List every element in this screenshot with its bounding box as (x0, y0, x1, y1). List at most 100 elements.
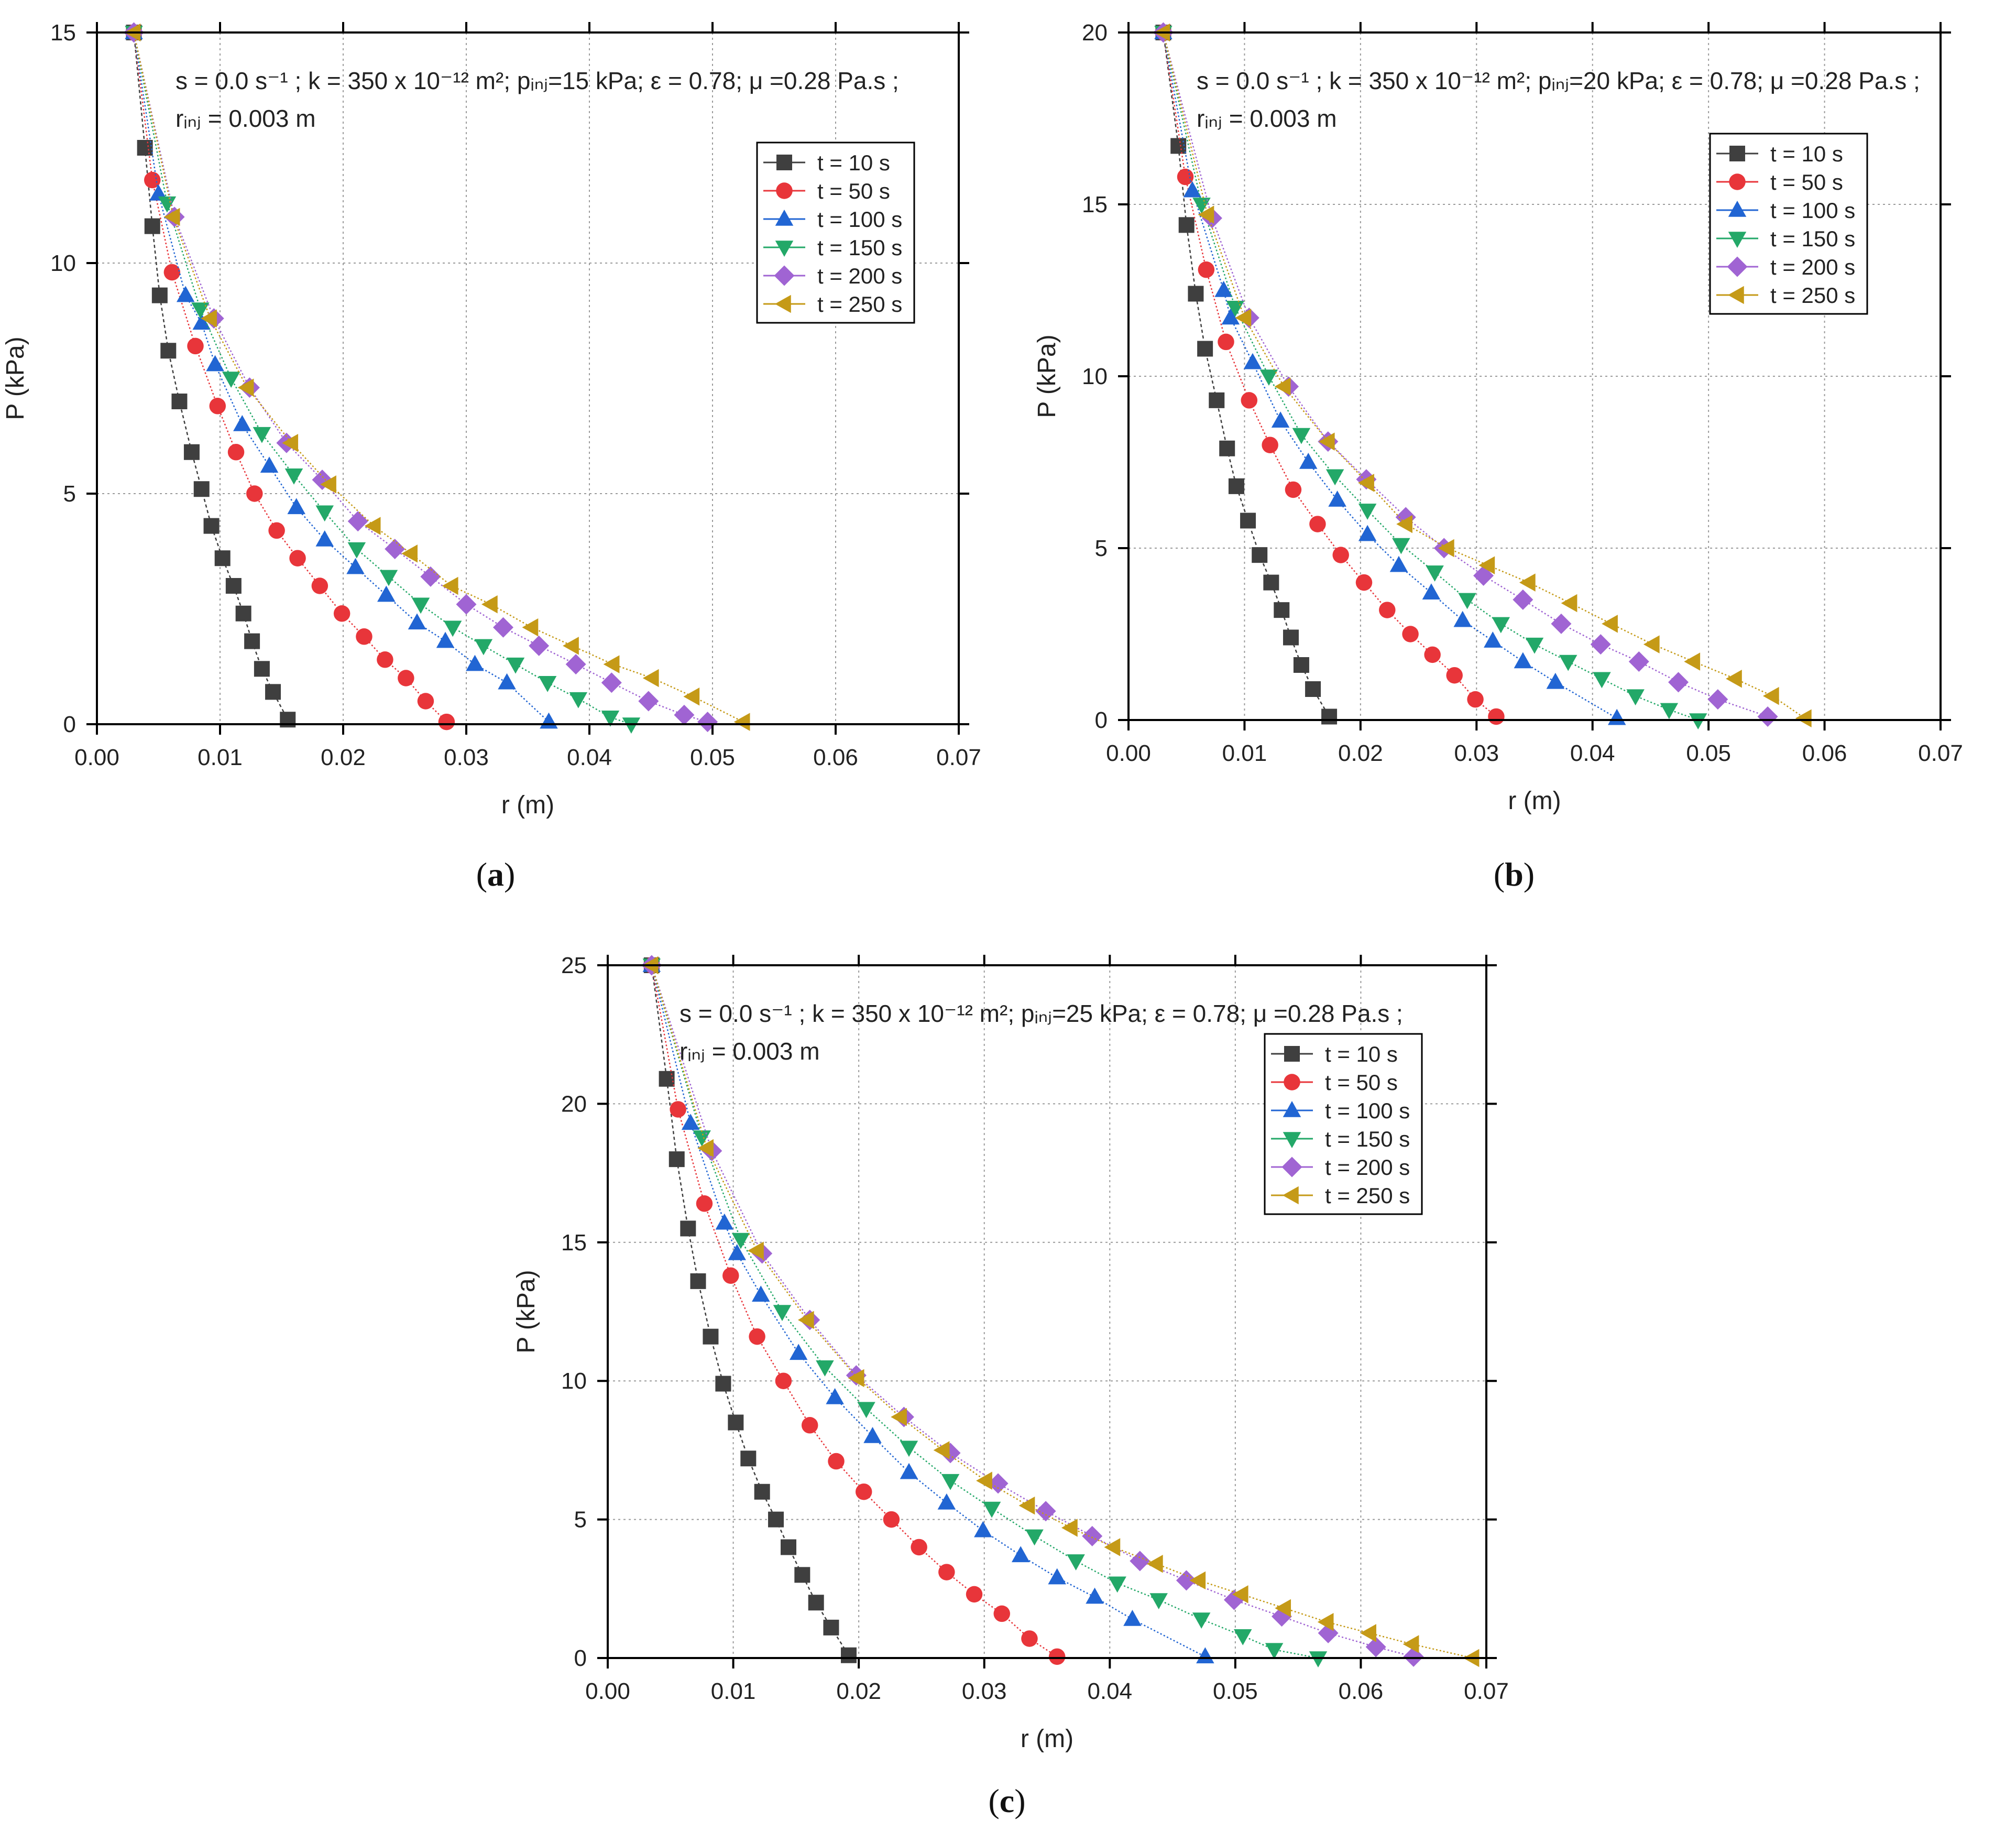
data-point (1458, 593, 1476, 609)
data-point (855, 1483, 872, 1500)
data-point (638, 691, 659, 712)
data-point (1438, 539, 1454, 558)
x-tick-label: 0.05 (1686, 740, 1731, 766)
chart-svg-a: 0.00 0.01 0.02 0.03 0.04 0.05 0.06 0.07 0 5 10 15 r … (2, 20, 981, 819)
data-point (443, 620, 462, 637)
data-point (696, 1195, 713, 1212)
data-point (941, 1474, 960, 1490)
legend-label: t = 150 s (1325, 1127, 1410, 1151)
data-point (346, 558, 365, 574)
data-point (1218, 333, 1234, 351)
series-line (133, 32, 744, 723)
data-point (1252, 547, 1268, 563)
caption-a: (a) (443, 855, 548, 894)
data-point (1757, 706, 1778, 727)
legend-c: t = 10 s t = 50 s t = 100 s t = 150 s t = 20… (1264, 1033, 1423, 1215)
data-point (1514, 652, 1532, 669)
data-point (768, 1511, 784, 1528)
legend-label: t = 100 s (1770, 198, 1855, 223)
data-point (731, 1233, 750, 1249)
data-point (320, 475, 336, 494)
data-point (347, 511, 368, 532)
data-point (253, 427, 271, 443)
x-axis-title: r (m) (501, 791, 554, 819)
data-point (1192, 1612, 1211, 1629)
data-point (377, 651, 393, 668)
data-point (883, 1511, 900, 1528)
data-point (144, 171, 161, 189)
series-line (1163, 32, 1617, 719)
data-point (246, 485, 263, 502)
legend-label: t = 200 s (1325, 1155, 1410, 1180)
data-point (715, 1213, 734, 1230)
series-a-1 (125, 24, 455, 730)
data-point (160, 343, 177, 359)
legend-label: t = 100 s (817, 207, 902, 232)
data-point (151, 287, 168, 303)
data-point (603, 655, 620, 673)
data-point (828, 1453, 845, 1470)
data-point (481, 595, 498, 614)
data-point (364, 517, 381, 535)
data-point (740, 1451, 757, 1467)
legend-marker (775, 295, 791, 313)
legend-label: t = 50 s (817, 179, 890, 203)
data-point (1196, 1647, 1214, 1664)
data-point (569, 692, 588, 708)
caption-c: (c) (955, 1782, 1059, 1820)
data-point (1317, 1613, 1334, 1631)
legend-label: t = 200 s (817, 264, 902, 288)
series-line (133, 32, 708, 723)
data-point (1484, 631, 1502, 648)
data-point (1358, 525, 1377, 541)
data-point (1478, 556, 1495, 575)
data-point (1561, 594, 1577, 613)
data-point (1146, 1554, 1163, 1573)
x-tick-label: 0.04 (1087, 1678, 1132, 1704)
data-point (474, 639, 493, 656)
data-point (1396, 515, 1412, 533)
data-point (1048, 1648, 1066, 1665)
data-point (1762, 686, 1779, 705)
caption-a-letter: a (487, 856, 504, 893)
data-point (1355, 574, 1373, 591)
data-point (752, 1285, 770, 1302)
data-point (1318, 432, 1335, 451)
data-point (601, 711, 620, 727)
data-point (227, 444, 245, 461)
y-tick-label: 15 (561, 1230, 587, 1256)
y-tick-label: 10 (1082, 364, 1108, 389)
data-point (1228, 478, 1244, 494)
data-point (1192, 198, 1211, 214)
data-point (1689, 713, 1707, 729)
x-tick-label: 0.01 (711, 1678, 756, 1704)
data-point (674, 704, 695, 725)
caption-c-close: ) (1014, 1782, 1026, 1819)
data-point (1668, 672, 1689, 693)
data-point (206, 355, 224, 372)
data-point (669, 1151, 685, 1168)
data-point (659, 1071, 675, 1087)
data-point (857, 1402, 875, 1419)
data-point (377, 585, 396, 602)
data-point (1424, 646, 1441, 663)
annotation-line-1: s = 0.0 s⁻¹ ; k = 350 x 10⁻¹² m²; pᵢₙⱼ=2… (1197, 67, 1920, 94)
data-point (808, 1595, 824, 1611)
y-tick-label: 5 (574, 1507, 587, 1533)
data-point (1795, 709, 1812, 727)
data-point (1176, 1570, 1197, 1591)
series-c-0 (643, 957, 857, 1663)
data-point (506, 657, 525, 674)
data-point (1525, 637, 1544, 654)
data-point (982, 1501, 1001, 1518)
data-point (1389, 555, 1408, 572)
legend-marker (776, 182, 793, 199)
series-line (651, 965, 1206, 1657)
legend-marker (774, 265, 795, 286)
legend-marker (1283, 1132, 1301, 1148)
data-point (1446, 667, 1463, 684)
data-point (1123, 1609, 1142, 1626)
data-point (1321, 708, 1338, 725)
series-line (133, 32, 447, 723)
data-point (1590, 634, 1611, 655)
